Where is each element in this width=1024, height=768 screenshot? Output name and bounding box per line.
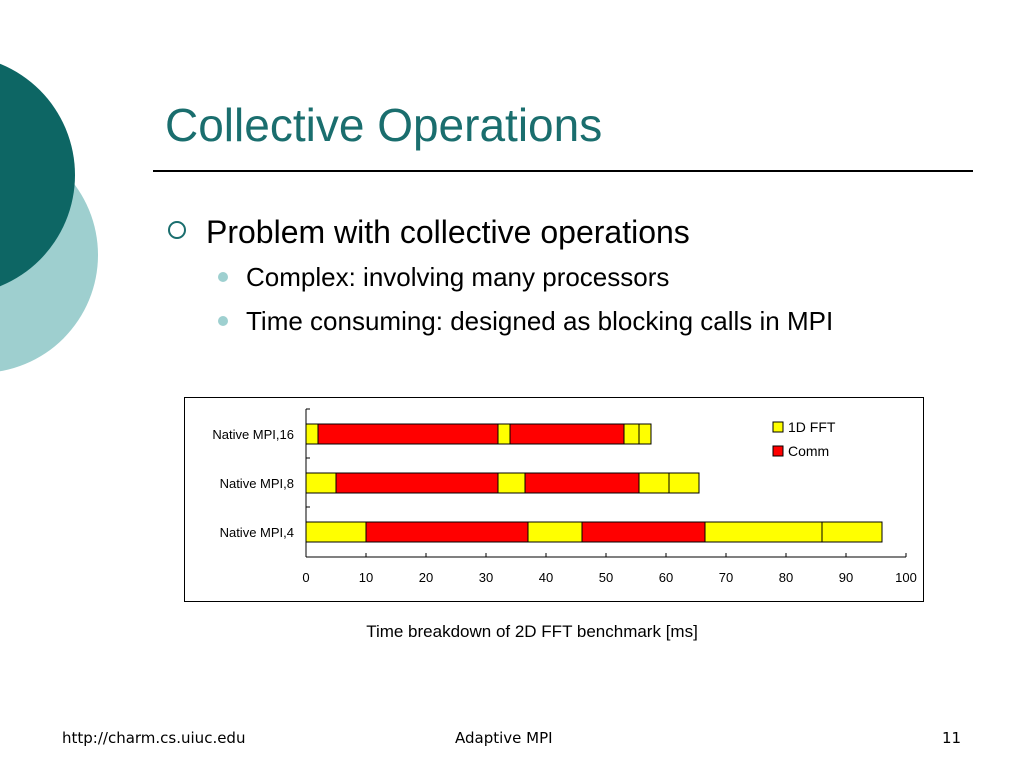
legend-label: 1D FFT [788, 419, 836, 435]
chart-caption: Time breakdown of 2D FFT benchmark [ms] [366, 622, 698, 641]
bar-segment [335, 472, 499, 494]
bar-segment [704, 521, 823, 543]
bar-segment [305, 423, 319, 445]
dot-bullet-icon [218, 316, 228, 326]
category-label: Native MPI,16 [212, 427, 294, 442]
slide-title: Collective Operations [165, 99, 603, 151]
legend-label: Comm [788, 443, 829, 459]
x-tick-label: 40 [539, 570, 553, 585]
footer-page-number: 11 [942, 729, 962, 747]
x-tick-label: 30 [479, 570, 493, 585]
footer-title: Adaptive MPI [455, 729, 553, 747]
bars-group [305, 423, 883, 543]
x-tick-label: 100 [895, 570, 917, 585]
x-tick-label: 90 [839, 570, 853, 585]
bar-segment [638, 472, 670, 494]
decorative-circles [0, 63, 98, 372]
bar-segment [668, 472, 700, 494]
sub-bullet-text: Complex: involving many processors [246, 262, 670, 292]
bar-segment [821, 521, 883, 543]
chart-legend: 1D FFT Comm [772, 419, 836, 459]
bar-segment [527, 521, 583, 543]
x-tick-label: 60 [659, 570, 673, 585]
footer-url: http://charm.cs.uiuc.edu [62, 729, 246, 747]
bar-segment [509, 423, 625, 445]
fft-time-breakdown-chart: Native MPI,16 Native MPI,8 Native MPI,4 0 10… [184, 397, 924, 602]
category-label: Native MPI,4 [220, 525, 294, 540]
bar-segment [623, 423, 640, 445]
x-tick-label: 80 [779, 570, 793, 585]
x-tick-label: 10 [359, 570, 373, 585]
category-label: Native MPI,8 [220, 476, 294, 491]
legend-swatch [772, 445, 784, 457]
bar-segment [524, 472, 640, 494]
x-tick-label: 0 [302, 570, 309, 585]
hollow-circle-bullet-icon [168, 221, 186, 239]
bar-segment [497, 423, 511, 445]
x-tick-label: 70 [719, 570, 733, 585]
bar-segment [317, 423, 499, 445]
sub-bullet-text: Time consuming: designed as blocking cal… [246, 306, 834, 336]
dark-teal-circle [0, 63, 75, 287]
sub-bullet-2: Time consuming: designed as blocking cal… [218, 306, 833, 337]
main-bullet-text: Problem with collective operations [206, 214, 690, 250]
sub-bullet-1: Complex: involving many processors [218, 262, 669, 293]
axes-group: Native MPI,16 Native MPI,8 Native MPI,4 0 10… [212, 408, 917, 585]
bar-segment [305, 472, 337, 494]
bar-segment [365, 521, 529, 543]
dot-bullet-icon [218, 272, 228, 282]
bar-segment [305, 521, 367, 543]
x-tick-label: 50 [599, 570, 613, 585]
legend-swatch [772, 421, 784, 433]
bar-segment [497, 472, 526, 494]
title-divider [153, 170, 973, 172]
main-bullet: Problem with collective operations [168, 214, 690, 251]
x-tick-label: 20 [419, 570, 433, 585]
bar-segment [638, 423, 652, 445]
bar-segment [581, 521, 706, 543]
